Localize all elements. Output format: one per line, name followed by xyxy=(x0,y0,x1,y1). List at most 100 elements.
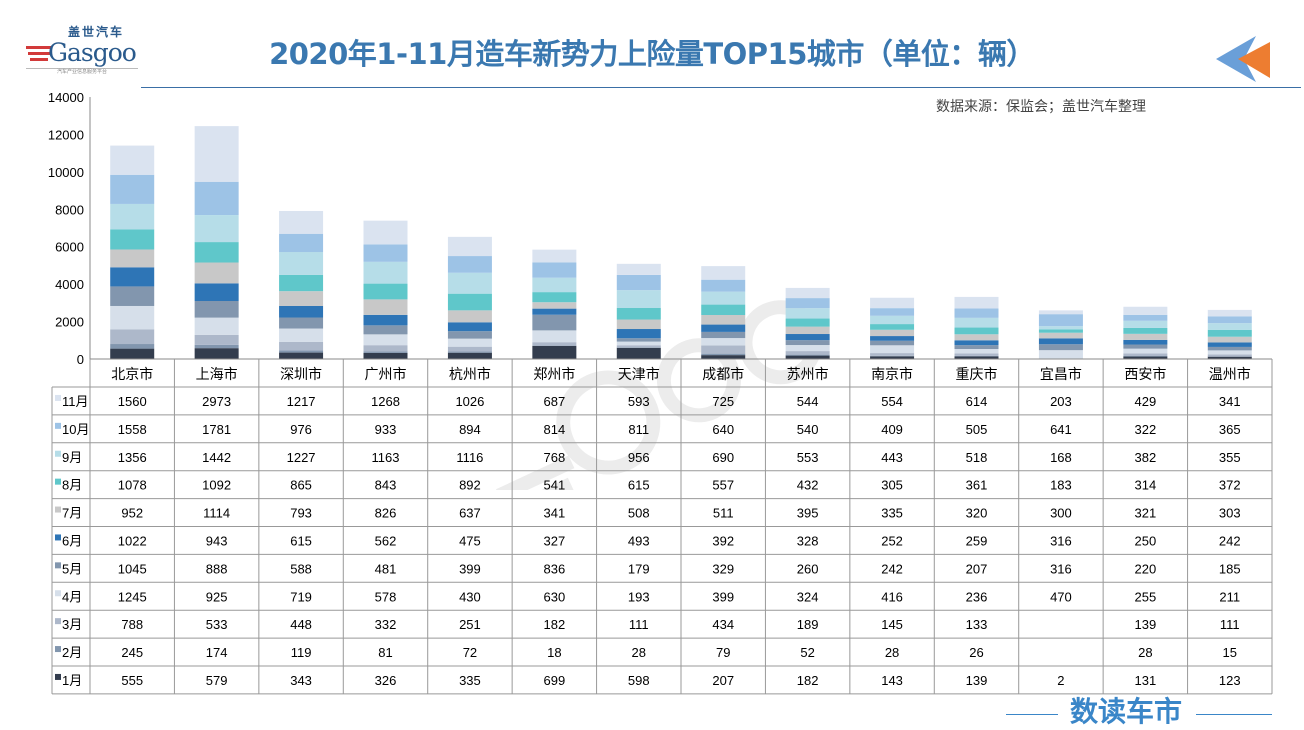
table-cell: 245 xyxy=(121,645,143,660)
bar-segment xyxy=(954,349,999,354)
table-cell: 300 xyxy=(1050,506,1072,521)
legend-label: 1月 xyxy=(62,673,82,688)
bar-segment xyxy=(1123,339,1168,345)
table-cell: 562 xyxy=(375,533,397,548)
y-tick-label: 8000 xyxy=(55,202,84,217)
bar-segment xyxy=(279,274,324,292)
y-tick-label: 2000 xyxy=(55,315,84,330)
x-tick-label: 上海市 xyxy=(196,366,238,382)
bar-segment xyxy=(870,355,915,357)
table-cell: 305 xyxy=(881,478,903,493)
bar-segment xyxy=(194,242,239,263)
bar-segment xyxy=(194,262,239,284)
table-cell: 1022 xyxy=(118,533,147,548)
bar-segment xyxy=(110,174,155,204)
bar-segment xyxy=(110,229,155,250)
table-cell: 690 xyxy=(712,450,734,465)
bar-segment xyxy=(447,310,492,323)
legend-swatch xyxy=(55,618,61,625)
table-cell: 343 xyxy=(290,673,312,688)
bar-segment xyxy=(279,291,324,307)
brand-line-right xyxy=(1196,714,1272,715)
table-cell: 493 xyxy=(628,533,650,548)
bar-segment xyxy=(616,308,661,320)
x-tick-label: 西安市 xyxy=(1124,366,1166,382)
bar-segment xyxy=(1038,332,1083,339)
table-cell: 843 xyxy=(375,478,397,493)
bar-segment xyxy=(701,353,746,356)
bar-segment xyxy=(954,296,999,309)
table-cell: 557 xyxy=(712,478,734,493)
table-cell: 372 xyxy=(1219,478,1241,493)
table-cell: 182 xyxy=(797,673,819,688)
bar-segment xyxy=(110,145,155,175)
table-cell: 588 xyxy=(290,561,312,576)
table-cell: 416 xyxy=(881,589,903,604)
bar-segment xyxy=(1038,344,1083,351)
table-cell: 637 xyxy=(459,506,481,521)
table-cell: 395 xyxy=(797,506,819,521)
bar-segment xyxy=(870,308,915,316)
title-divider xyxy=(141,87,1301,88)
bar-segment xyxy=(870,324,915,330)
table-cell: 555 xyxy=(121,673,143,688)
bar-segment xyxy=(701,331,746,339)
table-cell: 179 xyxy=(628,561,650,576)
table-cell: 327 xyxy=(544,533,566,548)
bar-segment xyxy=(1038,310,1083,315)
bar-segment xyxy=(363,299,408,315)
legend-swatch xyxy=(55,478,61,485)
bar-segment xyxy=(954,345,999,350)
bar-segment xyxy=(1207,342,1252,347)
bar-segment xyxy=(110,348,155,359)
bar-segment xyxy=(785,318,830,327)
logo-en: Gasgoo xyxy=(48,38,137,67)
legend-swatch xyxy=(55,534,61,541)
table-cell: 725 xyxy=(712,394,734,409)
table-cell: 943 xyxy=(206,533,228,548)
corner-arrow-icon xyxy=(1216,36,1270,82)
bar-segment xyxy=(1207,354,1252,357)
bar-segment xyxy=(616,274,661,291)
table-cell: 894 xyxy=(459,422,481,437)
bar-segment xyxy=(279,233,324,253)
table-cell: 518 xyxy=(966,450,988,465)
bar-segment xyxy=(279,210,324,234)
table-cell: 409 xyxy=(881,422,903,437)
table-cell: 392 xyxy=(712,533,734,548)
legend-label: 4月 xyxy=(62,589,82,604)
legend-swatch xyxy=(55,506,61,513)
table-cell: 892 xyxy=(459,478,481,493)
table-cell: 28 xyxy=(1138,645,1152,660)
table-cell: 316 xyxy=(1050,561,1072,576)
legend-label: 5月 xyxy=(62,561,82,576)
bar-segment xyxy=(785,355,830,359)
bar-segment xyxy=(870,345,915,354)
bar-segment xyxy=(447,293,492,311)
bar-segment xyxy=(616,290,661,309)
table-cell: 933 xyxy=(375,422,397,437)
bar-segment xyxy=(532,249,577,263)
table-cell: 1558 xyxy=(118,422,147,437)
table-cell: 182 xyxy=(544,617,566,632)
bar-segment xyxy=(194,301,239,318)
bar-segment xyxy=(616,319,661,330)
x-tick-label: 宜昌市 xyxy=(1040,366,1082,382)
table-cell: 593 xyxy=(628,394,650,409)
table-cell: 788 xyxy=(121,617,143,632)
bar-segment xyxy=(701,304,746,316)
table-cell: 335 xyxy=(881,506,903,521)
bar-segment xyxy=(870,315,915,325)
table-cell: 976 xyxy=(290,422,312,437)
table-cell: 316 xyxy=(1050,533,1072,548)
bar-segment xyxy=(785,354,830,356)
table-cell: 111 xyxy=(629,617,649,632)
table-cell: 615 xyxy=(628,478,650,493)
x-tick-label: 北京市 xyxy=(111,366,153,382)
x-tick-label: 苏州市 xyxy=(787,366,829,382)
bar-segment xyxy=(785,326,830,335)
x-tick-label: 杭州市 xyxy=(449,366,491,382)
table-cell: 324 xyxy=(797,589,819,604)
table-cell: 251 xyxy=(459,617,481,632)
bar-segment xyxy=(785,308,830,319)
